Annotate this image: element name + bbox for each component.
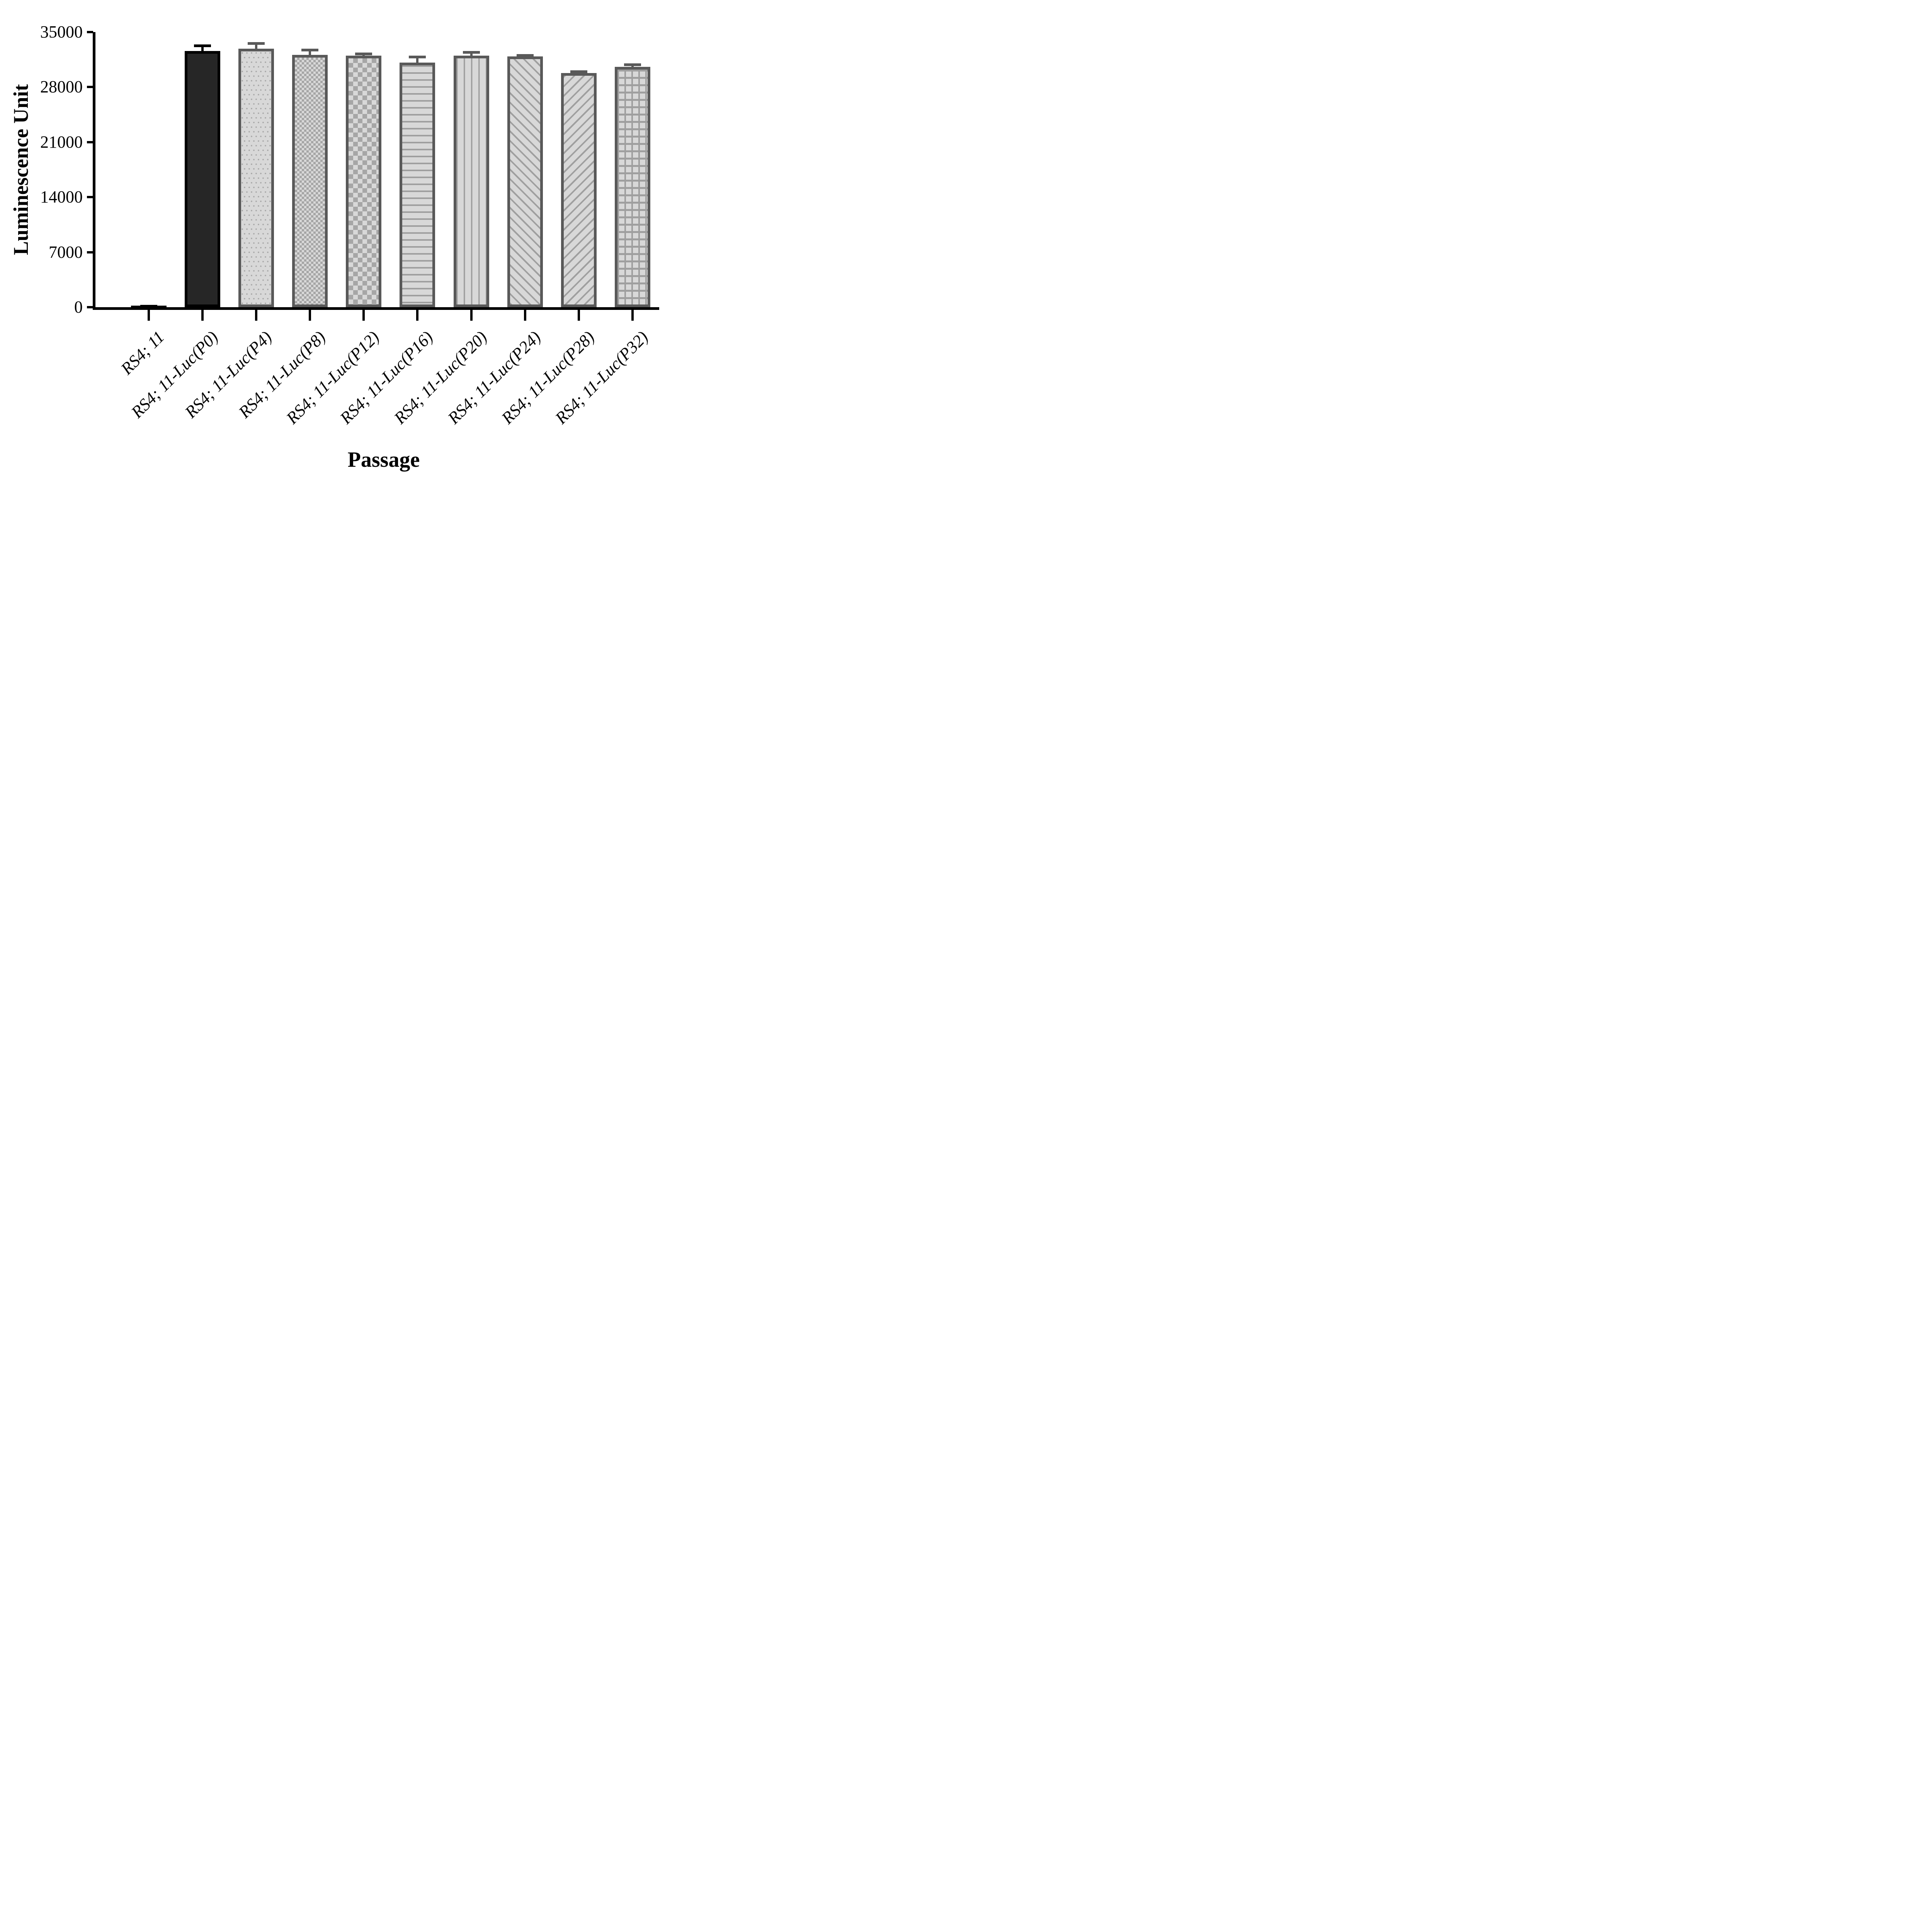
x-axis-tick (631, 310, 634, 321)
error-bar-cap (140, 305, 157, 308)
error-bar-cap (570, 70, 587, 73)
y-tick-label: 0 (74, 298, 83, 316)
error-bar-cap (624, 63, 641, 66)
y-axis-line (93, 32, 95, 310)
bar (615, 67, 650, 307)
x-axis-tick (578, 310, 580, 321)
x-axis-title: Passage (347, 448, 420, 472)
y-axis-tick (87, 251, 93, 253)
bar (238, 49, 274, 307)
x-axis-tick (416, 310, 418, 321)
bar (454, 56, 489, 307)
error-bar-stem (362, 55, 365, 56)
x-axis-tick (148, 310, 150, 321)
error-bar-cap (248, 42, 265, 45)
error-bar-cap (517, 54, 534, 57)
error-bar-cap (463, 51, 480, 54)
x-axis-tick (201, 310, 204, 321)
error-bar-stem (524, 56, 526, 57)
bar (400, 63, 435, 307)
x-axis-line (93, 307, 659, 310)
bar (507, 56, 543, 307)
y-tick-label: 14000 (40, 187, 83, 206)
error-bar-stem (631, 66, 634, 67)
y-tick-label: 35000 (40, 22, 83, 41)
error-bar-stem (416, 58, 418, 63)
x-axis-tick (309, 310, 311, 321)
y-axis-tick (87, 306, 93, 308)
x-axis-tick (362, 310, 365, 321)
y-tick-label: 28000 (40, 77, 83, 96)
x-axis-tick (470, 310, 473, 321)
y-axis-tick (87, 31, 93, 33)
error-bar-stem (201, 47, 204, 51)
error-bar-stem (309, 51, 311, 55)
bar (292, 55, 328, 307)
error-bar-stem (255, 44, 257, 49)
y-axis-title: Luminescence Unit (9, 84, 32, 255)
x-axis-tick (255, 310, 257, 321)
bar-chart-canvas: Luminescence Unit Passage 0 7000 14000 2100… (0, 0, 692, 488)
y-axis-tick (87, 86, 93, 88)
error-bar-cap (409, 56, 426, 58)
error-bar-cap (194, 44, 211, 47)
x-axis-tick (524, 310, 526, 321)
y-tick-label: 7000 (49, 243, 83, 262)
error-bar-cap (301, 49, 318, 51)
bar (561, 73, 597, 307)
y-axis-tick (87, 196, 93, 198)
error-bar-stem (470, 53, 473, 56)
y-tick-label: 21000 (40, 133, 83, 151)
y-axis-tick (87, 141, 93, 143)
bar (346, 56, 381, 307)
error-bar-cap (355, 53, 372, 55)
bar (185, 51, 220, 307)
